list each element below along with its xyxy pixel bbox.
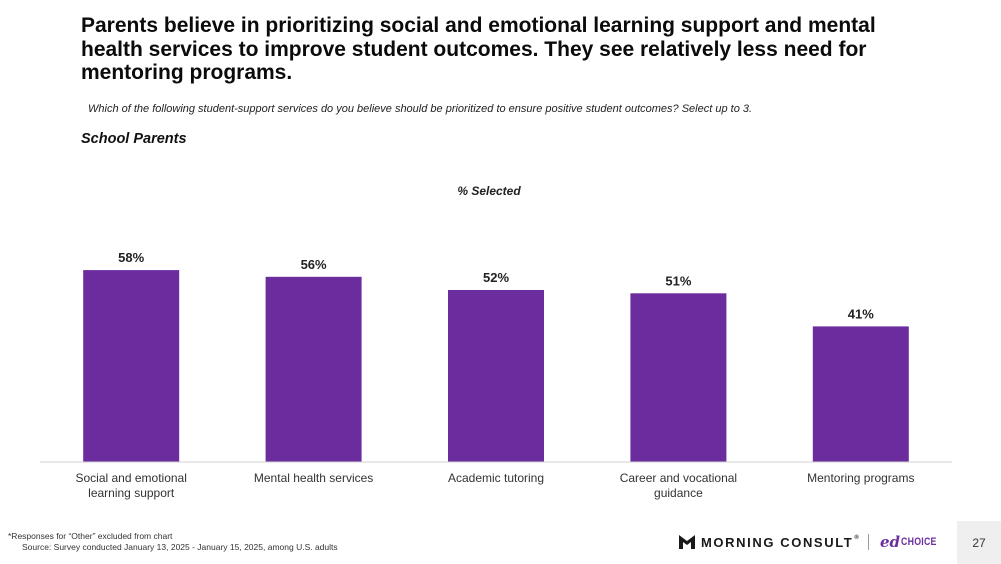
- category-label-2: Mental health services: [254, 471, 373, 485]
- bar-4: [630, 293, 727, 462]
- category-label-4: Career and vocational guidance: [620, 471, 737, 500]
- edchoice-choice: CHOICE: [901, 536, 937, 548]
- data-label-5: 41%: [848, 306, 874, 321]
- bar-chart: % Selected 58% Social and emotional learni…: [40, 184, 952, 500]
- edchoice-ed: ed: [880, 533, 901, 551]
- morning-consult-wordmark: MORNING CONSULT®: [701, 534, 861, 550]
- category-label-1: Social and emotional learning support: [75, 471, 186, 500]
- data-label-4: 51%: [665, 273, 691, 288]
- category-label-3: Academic tutoring: [448, 471, 544, 485]
- data-label-1: 58%: [118, 250, 144, 265]
- survey-question: Which of the following student-support s…: [88, 103, 753, 115]
- footnote-source: Source: Survey conducted January 13, 202…: [22, 542, 338, 552]
- footnote: *Responses for “Other” excluded from cha…: [8, 531, 338, 553]
- slide-title: Parents believe in prioritizing social a…: [81, 14, 876, 84]
- bar-2: [265, 276, 362, 462]
- footnote-note: *Responses for “Other” excluded from cha…: [8, 531, 173, 541]
- edchoice-logo: ed CHOICE: [880, 533, 946, 551]
- bar-1: [83, 270, 180, 462]
- logo-divider: [868, 534, 869, 550]
- morning-consult-logo: MORNING CONSULT®: [679, 533, 860, 551]
- data-label-2: 56%: [301, 257, 327, 272]
- category-label-5: Mentoring programs: [807, 471, 914, 485]
- page-number-box: 27: [957, 521, 1001, 564]
- page-number: 27: [972, 535, 986, 550]
- bar-5: [812, 326, 909, 462]
- data-label-3: 52%: [483, 270, 509, 285]
- chart-title: % Selected: [457, 184, 521, 198]
- subgroup-label: School Parents: [81, 131, 187, 147]
- morning-consult-mark-icon: [679, 535, 695, 549]
- bar-3: [448, 290, 544, 462]
